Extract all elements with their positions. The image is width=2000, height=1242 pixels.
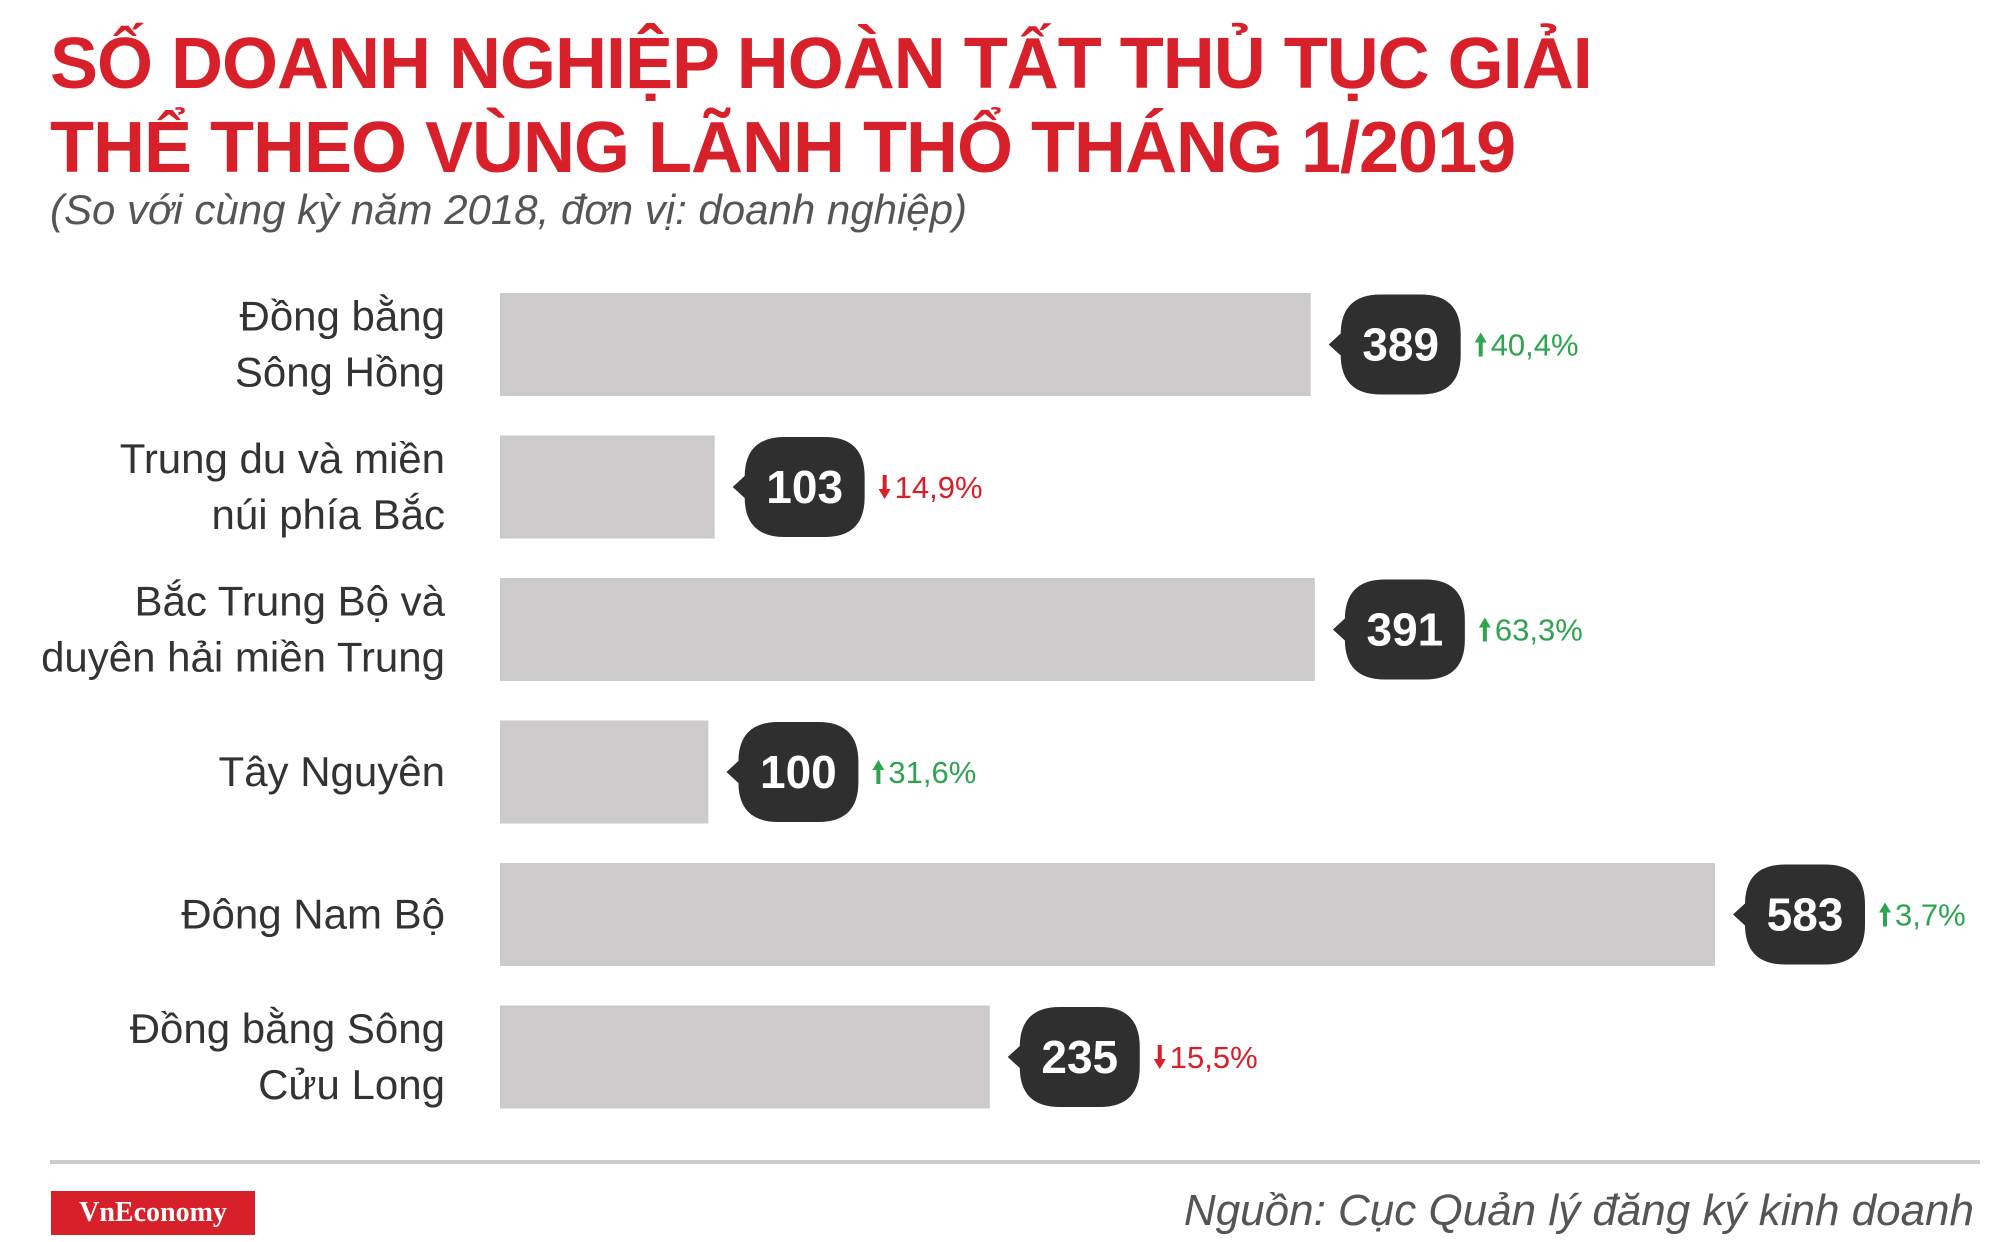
bar xyxy=(500,435,715,539)
value-label: 103 xyxy=(766,461,843,513)
chart-title: SỐ DOANH NGHIỆP HOÀN TẤT THỦ TỤC GIẢI TH… xyxy=(50,24,1593,188)
arrow-down-icon xyxy=(878,475,891,499)
footer-divider xyxy=(50,1160,1980,1164)
bar xyxy=(500,720,709,824)
bar-chart: Đồng bằng Sông Hồng 389 40,4% Trung du và mi… xyxy=(41,293,1966,1109)
change-label: 40,4% xyxy=(1491,328,1579,363)
bar xyxy=(500,578,1315,681)
value-badge xyxy=(726,722,859,822)
bar xyxy=(500,1005,990,1109)
change-label: 15,5% xyxy=(1170,1040,1258,1075)
category-label: Đồng bằng Sông Cửu Long xyxy=(130,1005,445,1108)
change-label: 63,3% xyxy=(1495,613,1583,648)
category-label: Đồng bằng Sông Hồng xyxy=(235,293,445,396)
source-note: Nguồn: Cục Quản lý đăng ký kinh doanh xyxy=(1183,1186,1974,1235)
value-label: 235 xyxy=(1041,1031,1118,1083)
change-label: 3,7% xyxy=(1895,898,1966,933)
value-badge xyxy=(1332,579,1465,680)
value-label: 100 xyxy=(760,746,837,798)
value-badge xyxy=(1733,864,1865,965)
bar xyxy=(500,863,1715,966)
value-badge xyxy=(1328,294,1461,395)
value-label: 389 xyxy=(1362,319,1439,371)
arrow-down-icon xyxy=(1153,1045,1166,1069)
category-label: Bắc Trung Bộ và duyên hải miền Trung xyxy=(41,578,446,681)
arrow-up-icon xyxy=(1474,332,1487,357)
value-label: 391 xyxy=(1366,604,1443,656)
category-label: Tây Nguyên xyxy=(219,748,445,795)
bar xyxy=(500,293,1311,396)
chart-subtitle: (So với cùng kỳ năm 2018, đơn vị: doanh … xyxy=(50,186,967,233)
change-label: 31,6% xyxy=(888,755,976,790)
category-label: Trung du và miền núi phía Bắc xyxy=(120,435,445,538)
value-label: 583 xyxy=(1767,889,1844,941)
arrow-up-icon xyxy=(1478,617,1491,642)
arrow-up-icon xyxy=(872,760,885,784)
arrow-up-icon xyxy=(1879,902,1891,927)
value-badge xyxy=(732,437,865,537)
vneconomy-logo: VnEconomy xyxy=(51,1191,255,1235)
change-label: 14,9% xyxy=(895,470,983,505)
value-badge xyxy=(1007,1007,1140,1107)
category-label: Đông Nam Bộ xyxy=(181,891,445,938)
